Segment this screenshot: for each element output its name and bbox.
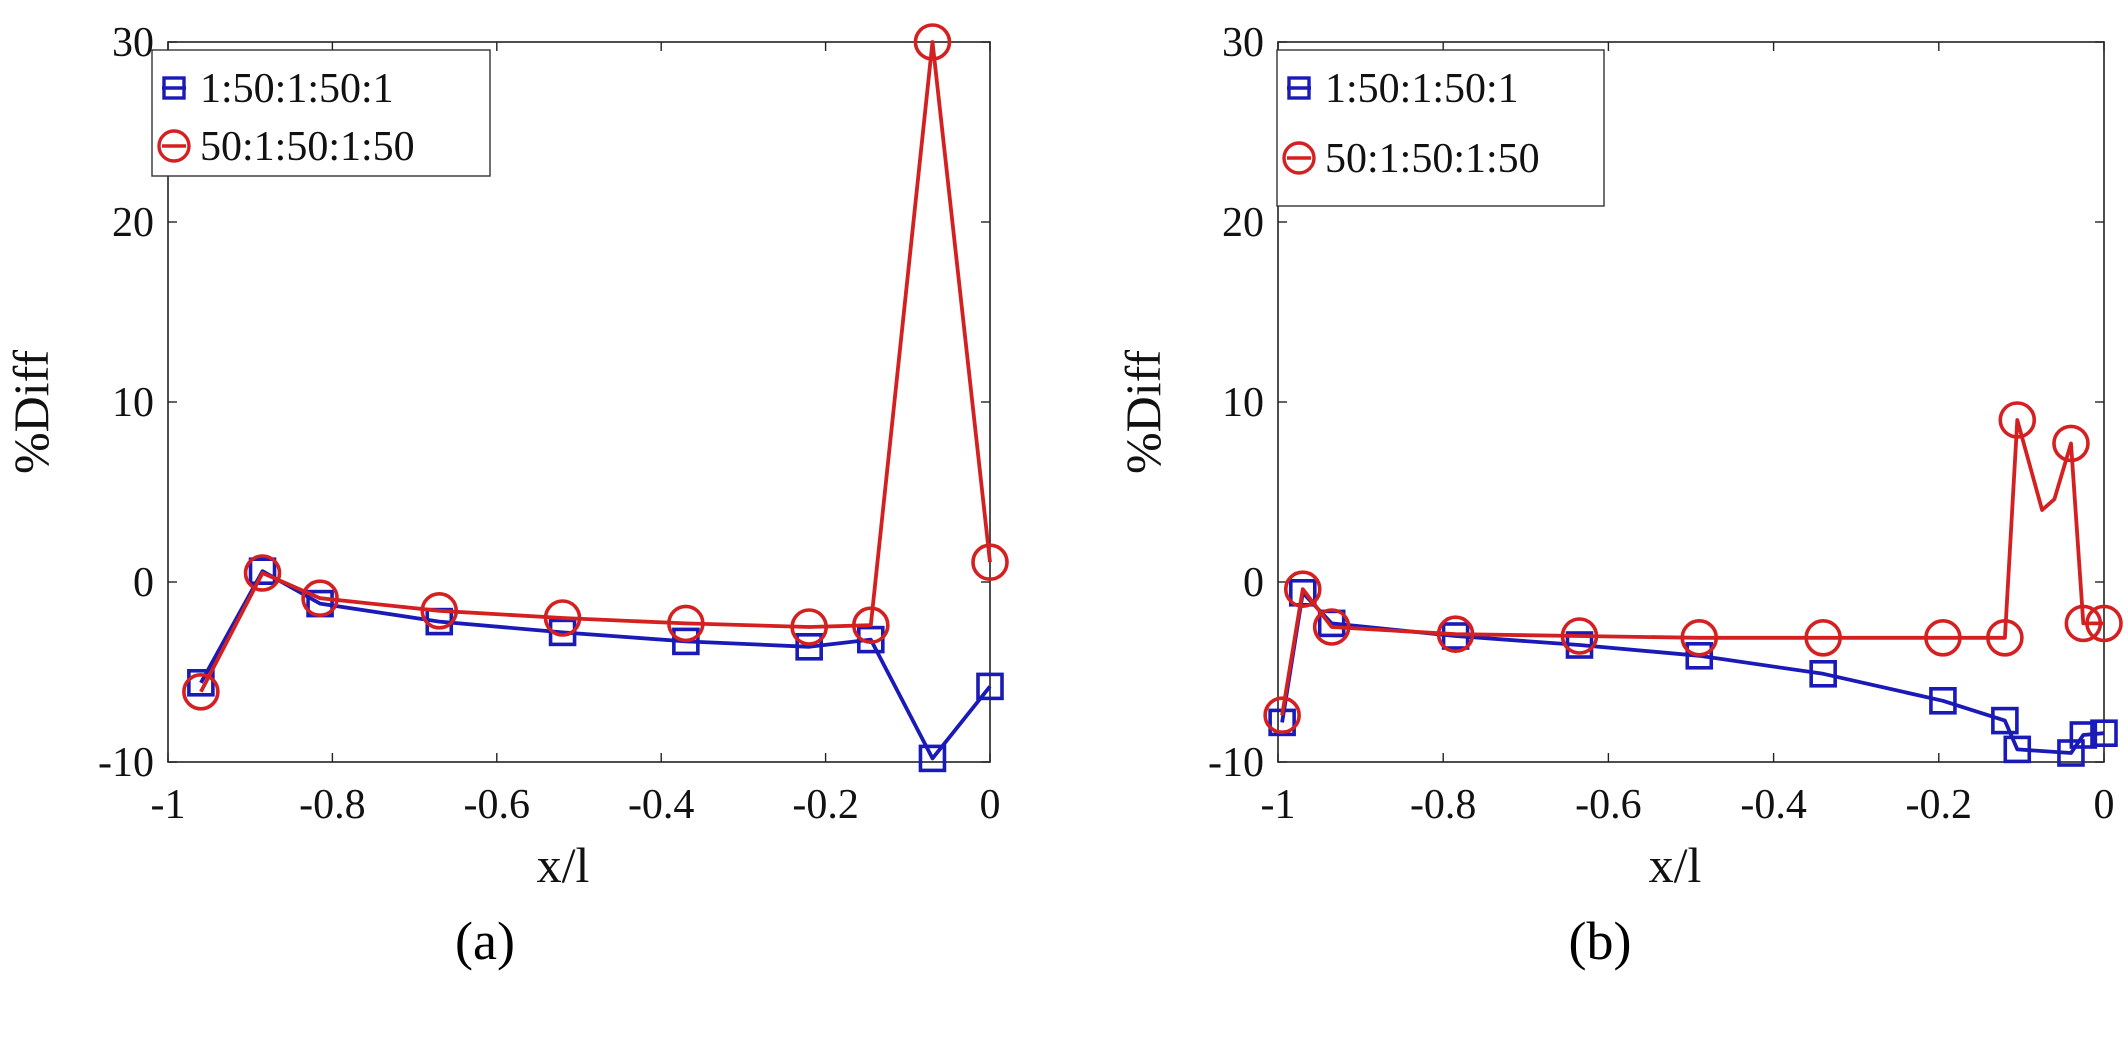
x-tick-label: 0	[980, 782, 1001, 828]
x-tick-label: -1	[151, 782, 186, 828]
x-tick-label: -0.2	[1906, 782, 1973, 828]
chart-panel-b: -1 -0.8 -0.6 -0.4 -0.2 0 -10 0 10 20 30 x/l %Diff 1:5…	[1115, 20, 2123, 893]
legend-label: 1:50:1:50:1	[1325, 66, 1519, 112]
series-line-1	[1280, 590, 2105, 755]
data-point-circle	[182, 672, 220, 711]
chart-panel-a: -1 -0.8 -0.6 -0.4 -0.2 0 -10 0 10 20 30 x/l %Diff 1:5…	[3, 20, 1009, 893]
y-axis-label: %Diff	[3, 350, 59, 474]
y-tick-label: 0	[1243, 560, 1264, 606]
data-point-square	[2003, 735, 2032, 764]
x-tick-label: -0.8	[299, 782, 366, 828]
legend-label: 50:1:50:1:50	[200, 124, 415, 170]
data-point-square	[2069, 721, 2098, 749]
data-point-circle	[790, 608, 828, 646]
data-point-circle	[1312, 608, 1351, 646]
y-tick-label: 10	[112, 380, 154, 426]
legend-marker-circle	[1282, 141, 1316, 175]
data-point-square	[187, 668, 215, 697]
x-tick-label: -0.2	[792, 782, 859, 828]
data-point-circle	[243, 554, 282, 592]
data-point-circle	[913, 23, 952, 61]
data-point-square	[1929, 686, 1957, 715]
y-tick-label: -10	[1208, 740, 1264, 786]
data-point-circle	[1924, 618, 1962, 657]
data-point-square	[976, 672, 1004, 701]
y-tick-label: 20	[1222, 200, 1264, 246]
data-point-circle	[1436, 615, 1475, 654]
data-point-circle	[852, 606, 890, 645]
legend-box	[151, 49, 491, 177]
series-line-2	[199, 40, 992, 693]
data-point-circle	[1560, 617, 1599, 655]
y-tick-label: 30	[112, 20, 154, 66]
data-point-circle	[971, 543, 1009, 582]
data-point-circle	[1263, 696, 1301, 735]
x-tick-label: 0	[2094, 782, 2115, 828]
data-point-square	[672, 627, 700, 656]
y-tick-label: 20	[112, 200, 154, 246]
y-tick-label: 10	[1222, 380, 1264, 426]
data-point-circle	[301, 579, 339, 618]
data-point-square	[795, 632, 823, 661]
data-point-circle	[2064, 604, 2103, 643]
y-tick-label: -10	[98, 740, 154, 786]
x-tick-label: -0.6	[464, 782, 531, 828]
data-point-circle	[1986, 618, 2024, 657]
x-tick-label: -1	[1261, 782, 1296, 828]
data-point-circle	[2052, 424, 2090, 463]
data-point-square	[2090, 719, 2118, 748]
data-point-square	[1565, 631, 1594, 659]
data-point-circle	[2085, 604, 2123, 643]
y-tick-label: 30	[1222, 20, 1264, 66]
panel-caption-b: (b)	[1568, 911, 1632, 971]
data-point-circle	[1680, 618, 1719, 657]
x-tick-label: -0.8	[1410, 782, 1477, 828]
x-tick-label: -0.4	[628, 782, 695, 828]
data-point-circle	[1804, 618, 1842, 657]
data-point-circle	[1998, 401, 2037, 439]
legend-box	[1276, 49, 1605, 207]
y-axis-label: %Diff	[1115, 350, 1171, 474]
data-point-circle	[543, 599, 582, 637]
panel-caption-a: (a)	[455, 911, 515, 971]
legend-label: 50:1:50:1:50	[1325, 136, 1540, 182]
data-point-circle	[1283, 570, 1322, 609]
legend-marker-square	[162, 76, 186, 100]
data-point-circle	[667, 604, 705, 643]
data-point-square	[1991, 706, 2019, 735]
legend-marker-circle	[157, 129, 191, 163]
y-tick-label: 0	[133, 560, 154, 606]
data-point-square	[248, 557, 277, 586]
legend-label: 1:50:1:50:1	[200, 66, 394, 112]
x-tick-label: -0.6	[1575, 782, 1642, 828]
x-axis-label: x/l	[1649, 837, 1702, 893]
series-line-2	[1280, 418, 2104, 716]
data-point-square	[1685, 641, 1714, 670]
data-point-square	[1809, 659, 1837, 688]
legend-marker-square	[1287, 76, 1311, 100]
x-tick-label: -0.4	[1740, 782, 1807, 828]
data-point-circle	[420, 591, 459, 630]
data-point-square	[918, 744, 947, 773]
x-axis-label: x/l	[537, 837, 590, 893]
